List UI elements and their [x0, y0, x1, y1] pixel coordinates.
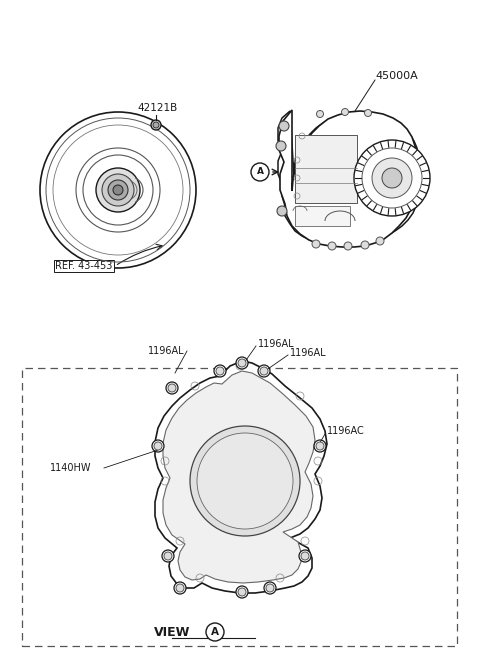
Text: 1196AL: 1196AL	[290, 348, 326, 358]
Text: A: A	[211, 627, 219, 637]
Text: A: A	[256, 167, 264, 176]
Circle shape	[279, 121, 289, 131]
Bar	[295, 206, 350, 226]
Circle shape	[344, 242, 352, 250]
Circle shape	[258, 365, 270, 377]
Circle shape	[236, 357, 248, 369]
Text: 1140HW: 1140HW	[50, 463, 92, 473]
Circle shape	[216, 367, 224, 375]
Circle shape	[314, 440, 326, 452]
Text: 1196AL: 1196AL	[258, 339, 295, 349]
Circle shape	[361, 241, 369, 249]
Text: REF. 43-453: REF. 43-453	[55, 261, 112, 271]
Circle shape	[152, 440, 164, 452]
Circle shape	[166, 382, 178, 394]
Circle shape	[151, 120, 161, 130]
Text: 1196AC: 1196AC	[327, 426, 365, 436]
Bar	[295, 135, 357, 203]
Polygon shape	[155, 361, 327, 593]
Polygon shape	[163, 371, 315, 583]
Circle shape	[197, 433, 293, 529]
Polygon shape	[279, 110, 416, 247]
Text: 1196AL: 1196AL	[148, 346, 185, 356]
Circle shape	[316, 442, 324, 450]
Circle shape	[260, 367, 268, 375]
Circle shape	[341, 108, 348, 115]
Circle shape	[96, 168, 140, 212]
Circle shape	[364, 110, 372, 117]
Circle shape	[108, 180, 128, 200]
Circle shape	[113, 185, 123, 195]
Text: VIEW: VIEW	[154, 626, 190, 638]
Circle shape	[168, 384, 176, 392]
Circle shape	[301, 552, 309, 560]
Circle shape	[164, 552, 172, 560]
Text: 45000A: 45000A	[375, 71, 418, 81]
Circle shape	[354, 140, 430, 216]
Circle shape	[176, 584, 184, 592]
Circle shape	[190, 426, 300, 536]
Circle shape	[264, 582, 276, 594]
Polygon shape	[278, 111, 419, 246]
Circle shape	[40, 112, 196, 268]
Circle shape	[382, 168, 402, 188]
Circle shape	[153, 122, 159, 128]
Circle shape	[316, 110, 324, 117]
Text: 42121B: 42121B	[138, 103, 178, 113]
Circle shape	[276, 141, 286, 151]
Circle shape	[102, 174, 134, 206]
Circle shape	[214, 365, 226, 377]
Circle shape	[174, 582, 186, 594]
Circle shape	[266, 584, 274, 592]
Circle shape	[206, 623, 224, 641]
Circle shape	[376, 237, 384, 245]
Circle shape	[162, 550, 174, 562]
Circle shape	[154, 442, 162, 450]
Circle shape	[299, 550, 311, 562]
Circle shape	[328, 242, 336, 250]
Circle shape	[312, 240, 320, 248]
Bar	[22, 368, 457, 646]
Circle shape	[251, 163, 269, 181]
Circle shape	[277, 206, 287, 216]
Circle shape	[238, 359, 246, 367]
Circle shape	[372, 158, 412, 198]
Circle shape	[236, 586, 248, 598]
Circle shape	[238, 588, 246, 596]
